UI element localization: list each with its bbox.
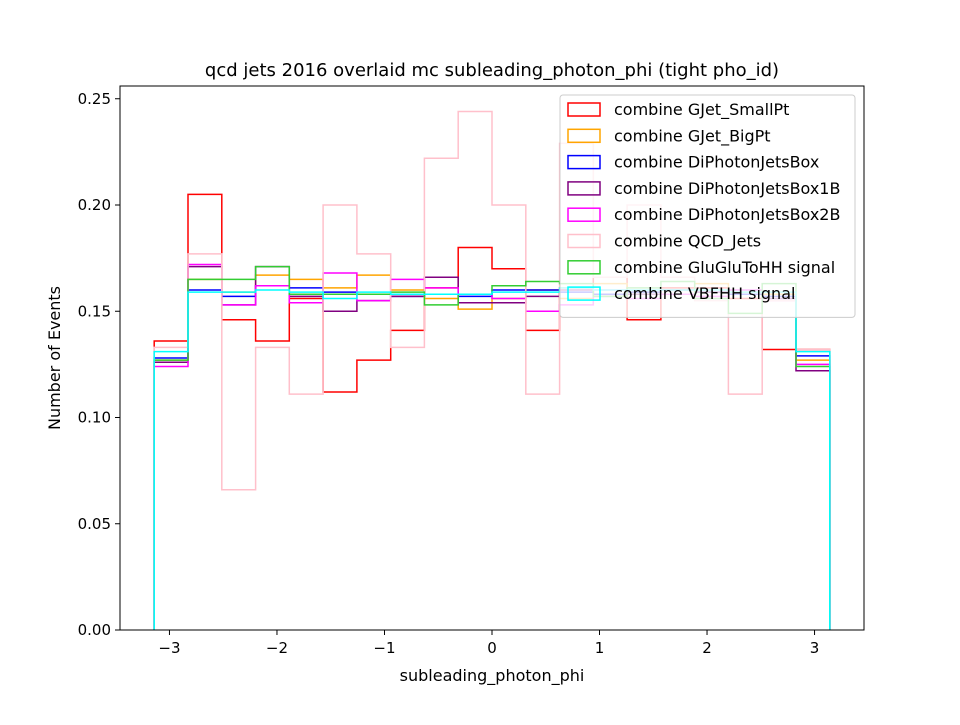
x-tick-label: −2 bbox=[266, 639, 288, 657]
legend-swatch bbox=[567, 260, 601, 275]
legend-entry-label: combine QCD_Jets bbox=[614, 232, 761, 252]
legend-swatch bbox=[567, 181, 601, 196]
legend-entry-label: combine GluGluToHH signal bbox=[614, 258, 835, 277]
legend-entry-label: combine DiPhotonJetsBox bbox=[614, 153, 819, 172]
legend-entry-label: combine DiPhotonJetsBox2B bbox=[614, 205, 840, 224]
x-tick-label: −1 bbox=[373, 639, 395, 657]
x-tick-label: −3 bbox=[158, 639, 180, 657]
chart-title: qcd jets 2016 overlaid mc subleading_pho… bbox=[205, 60, 779, 81]
legend-swatch bbox=[567, 286, 601, 301]
y-tick-label: 0.25 bbox=[78, 90, 111, 108]
legend-entry-label: combine VBFHH signal bbox=[614, 284, 795, 303]
x-tick-label: 2 bbox=[702, 639, 712, 657]
legend-entry-label: combine GJet_SmallPt bbox=[614, 100, 789, 120]
legend-swatch bbox=[567, 102, 601, 117]
x-tick-label: 0 bbox=[487, 639, 497, 657]
legend-box bbox=[559, 94, 856, 318]
legend-swatch bbox=[567, 207, 601, 222]
legend-entry-label: combine GJet_BigPt bbox=[614, 126, 771, 146]
x-tick-label: 1 bbox=[595, 639, 605, 657]
legend-swatch bbox=[567, 128, 601, 144]
legend-entry-label: combine DiPhotonJetsBox1B bbox=[614, 179, 840, 198]
y-tick-label: 0.10 bbox=[78, 409, 111, 427]
legend-swatch bbox=[567, 154, 601, 170]
y-tick-label: 0.05 bbox=[78, 515, 111, 533]
legend-swatch bbox=[567, 233, 601, 249]
y-axis-label: Number of Events bbox=[45, 286, 64, 430]
x-axis-ticks: −3 −2 −1 0 1 2 3 bbox=[158, 630, 819, 657]
y-tick-label: 0.00 bbox=[78, 621, 111, 639]
y-tick-label: 0.20 bbox=[78, 196, 111, 214]
x-tick-label: 3 bbox=[810, 639, 820, 657]
x-axis-label: subleading_photon_phi bbox=[400, 666, 585, 686]
y-axis-ticks: 0.00 0.05 0.10 0.15 0.20 0.25 bbox=[78, 90, 120, 639]
series-layer bbox=[153, 110, 831, 630]
y-tick-label: 0.15 bbox=[78, 302, 111, 320]
